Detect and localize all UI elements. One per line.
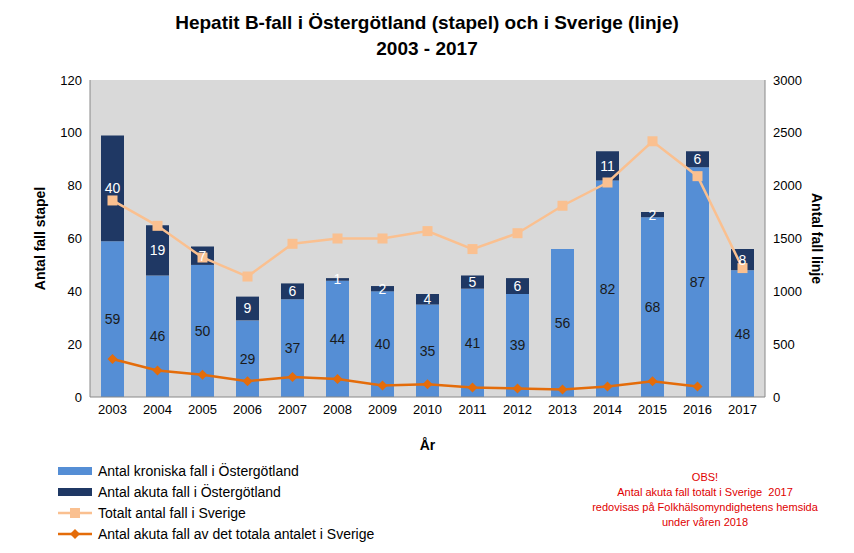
svg-text:50: 50 — [195, 323, 211, 339]
svg-text:4: 4 — [424, 291, 432, 307]
svg-text:2500: 2500 — [773, 125, 802, 140]
svg-text:2011: 2011 — [459, 402, 487, 417]
svg-text:500: 500 — [773, 337, 795, 352]
svg-text:80: 80 — [68, 178, 82, 193]
html-text:OBS!: OBS! — [691, 471, 719, 483]
svg-text:8: 8 — [739, 252, 747, 268]
svg-text:9: 9 — [244, 300, 252, 316]
svg-text:19: 19 — [150, 242, 166, 258]
html-text:Antal akuta fall totalt i Sver: Antal akuta fall totalt i Sverige 2017 — [617, 486, 793, 498]
svg-text:2008: 2008 — [323, 402, 352, 417]
svg-text:1500: 1500 — [773, 231, 802, 246]
svg-text:68: 68 — [645, 299, 661, 315]
svg-text:2003: 2003 — [98, 402, 127, 417]
svg-text:60: 60 — [68, 231, 82, 246]
svg-text:6: 6 — [694, 151, 702, 167]
svg-text:2006: 2006 — [233, 402, 262, 417]
svg-text:2013: 2013 — [548, 402, 577, 417]
svg-text:År: År — [420, 437, 436, 453]
svg-text:2004: 2004 — [143, 402, 172, 417]
svg-text:6: 6 — [514, 278, 522, 294]
svg-text:2012: 2012 — [503, 402, 532, 417]
svg-text:2016: 2016 — [683, 402, 712, 417]
svg-text:40: 40 — [105, 180, 121, 196]
svg-text:44: 44 — [330, 331, 346, 347]
svg-text:2: 2 — [379, 281, 387, 297]
svg-text:29: 29 — [240, 351, 256, 367]
svg-text:11: 11 — [600, 158, 615, 174]
svg-text:2015: 2015 — [638, 402, 667, 417]
svg-text:48: 48 — [735, 326, 751, 342]
svg-text:1000: 1000 — [773, 284, 802, 299]
svg-text:2014: 2014 — [593, 402, 622, 417]
svg-text:35: 35 — [420, 343, 436, 359]
svg-text:0: 0 — [773, 390, 780, 405]
html-text:Totalt antal fall i Sverige: Totalt antal fall i Sverige — [98, 504, 246, 521]
svg-text:2017: 2017 — [728, 402, 757, 417]
svg-text:1: 1 — [334, 271, 342, 287]
svg-text:2: 2 — [649, 207, 657, 223]
svg-text:2000: 2000 — [773, 178, 802, 193]
html-text:Antal kroniska fall i Östergöt: Antal kroniska fall i Östergötland — [98, 462, 299, 479]
svg-text:41: 41 — [465, 335, 481, 351]
svg-text:40: 40 — [375, 336, 391, 352]
html-text:redovisas på Folkhälsomyndighe: redovisas på Folkhälsomyndighetens hemsi… — [592, 501, 818, 513]
svg-text:46: 46 — [150, 328, 166, 344]
html-text:2003 - 2017: 2003 - 2017 — [376, 38, 478, 59]
svg-text:120: 120 — [60, 73, 82, 88]
svg-text:100: 100 — [60, 125, 82, 140]
html-text:Hepatit B-fall i Östergötland: Hepatit B-fall i Östergötland (stapel) o… — [175, 12, 679, 33]
svg-text:20: 20 — [68, 337, 82, 352]
svg-text:0: 0 — [75, 390, 82, 405]
html-text:under våren 2018: under våren 2018 — [661, 516, 749, 528]
svg-text:59: 59 — [105, 311, 121, 327]
html-text:Antal akuta fall av det totala: Antal akuta fall av det totala antalet i… — [98, 525, 375, 542]
svg-text:82: 82 — [600, 281, 616, 297]
svg-text:6: 6 — [289, 283, 297, 299]
svg-text:7: 7 — [199, 248, 207, 264]
svg-text:40: 40 — [68, 284, 82, 299]
svg-text:Antal fall stapel: Antal fall stapel — [32, 187, 48, 290]
svg-text:87: 87 — [690, 274, 706, 290]
svg-text:56: 56 — [555, 315, 571, 331]
svg-text:37: 37 — [285, 340, 301, 356]
svg-text:Antal fall linje: Antal fall linje — [809, 193, 825, 284]
svg-text:3000: 3000 — [773, 73, 802, 88]
svg-text:2007: 2007 — [278, 402, 307, 417]
svg-text:39: 39 — [510, 337, 526, 353]
html-text:Antal akuta fall i Östergötlan: Antal akuta fall i Östergötland — [98, 483, 281, 500]
svg-text:2009: 2009 — [368, 402, 397, 417]
svg-text:2010: 2010 — [413, 402, 442, 417]
svg-text:5: 5 — [469, 274, 477, 290]
svg-text:2005: 2005 — [188, 402, 217, 417]
